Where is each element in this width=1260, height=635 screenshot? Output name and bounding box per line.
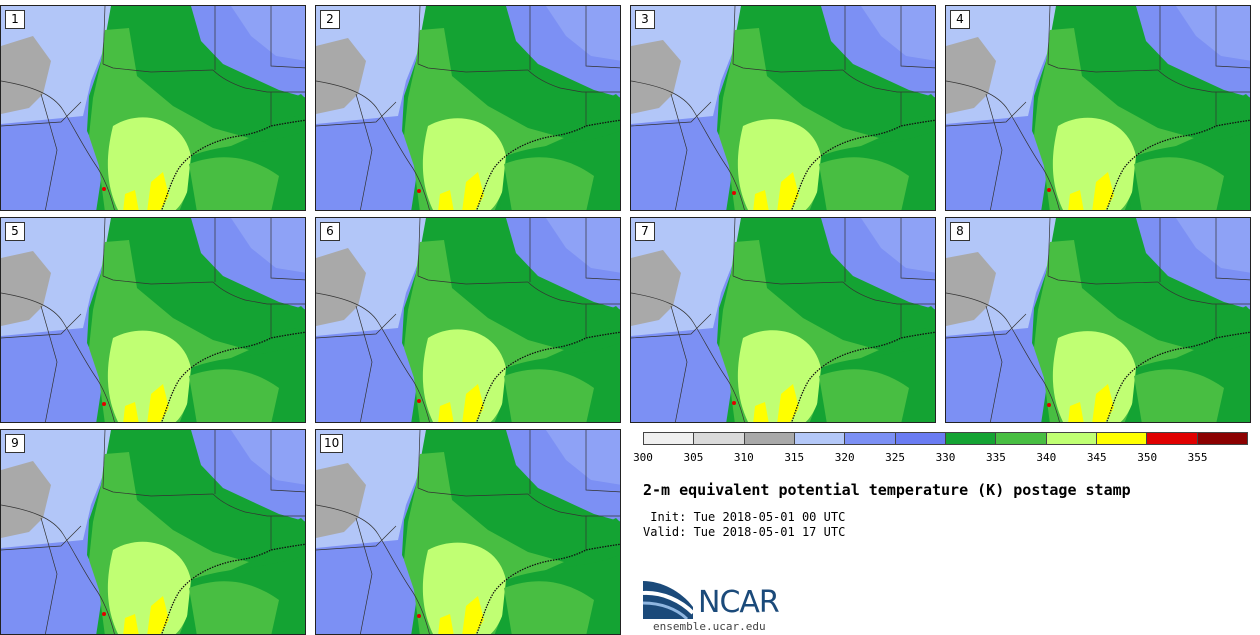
panel-number-label: 4 [950, 10, 970, 29]
valid-time: Valid: Tue 2018-05-01 17 UTC [643, 525, 846, 539]
colorbar-swatch [945, 433, 997, 444]
panel-number-label: 5 [5, 222, 25, 241]
map-panel: 4 [945, 5, 1251, 211]
colorbar-swatch [794, 433, 846, 444]
colorbar-tick-label: 345 [1086, 451, 1107, 464]
map-panel: 9 [0, 429, 306, 635]
colorbar-swatch [1197, 433, 1247, 444]
map-panel: 10 [315, 429, 621, 635]
init-time: Init: Tue 2018-05-01 00 UTC [643, 510, 846, 524]
colorbar-swatch [1096, 433, 1148, 444]
colorbar-swatch [1147, 433, 1198, 444]
panel-number-label: 1 [5, 10, 25, 29]
map-panel: 5 [0, 217, 306, 423]
panel-number-label: 2 [320, 10, 340, 29]
ncar-logo-text: NCAR [698, 585, 780, 620]
colorbar-tick-label: 305 [683, 451, 704, 464]
map-panel: 3 [630, 5, 936, 211]
map-panel: 8 [945, 217, 1251, 423]
colorbar [643, 432, 1248, 445]
site-url: ensemble.ucar.edu [653, 620, 766, 633]
map-panel: 7 [630, 217, 936, 423]
colorbar-swatch [644, 433, 695, 444]
colorbar-tick-label: 335 [985, 451, 1006, 464]
colorbar-tick-label: 330 [935, 451, 956, 464]
colorbar-tick-label: 350 [1137, 451, 1158, 464]
colorbar-tick-label: 320 [834, 451, 855, 464]
chart-title: 2-m equivalent potential temperature (K)… [643, 481, 1131, 499]
map-panel: 6 [315, 217, 621, 423]
panel-number-label: 9 [5, 434, 25, 453]
colorbar-tick-label: 355 [1187, 451, 1208, 464]
panel-number-label: 6 [320, 222, 340, 241]
colorbar-swatch [895, 433, 946, 444]
colorbar-tick-label: 340 [1036, 451, 1057, 464]
colorbar-tick-label: 325 [885, 451, 906, 464]
panel-number-label: 8 [950, 222, 970, 241]
panel-number-label: 3 [635, 10, 655, 29]
colorbar-swatch [845, 433, 896, 444]
colorbar-swatch [1046, 433, 1097, 444]
colorbar-tick-label: 310 [733, 451, 754, 464]
panel-number-label: 10 [320, 434, 344, 453]
colorbar-swatch [744, 433, 795, 444]
panel-number-label: 7 [635, 222, 655, 241]
colorbar-swatch [996, 433, 1047, 444]
map-panel: 2 [315, 5, 621, 211]
colorbar-tick-label: 300 [633, 451, 653, 464]
colorbar-swatch [694, 433, 745, 444]
colorbar-tick-label: 315 [784, 451, 805, 464]
ncar-logo-icon [643, 581, 695, 619]
map-panel: 1 [0, 5, 306, 211]
